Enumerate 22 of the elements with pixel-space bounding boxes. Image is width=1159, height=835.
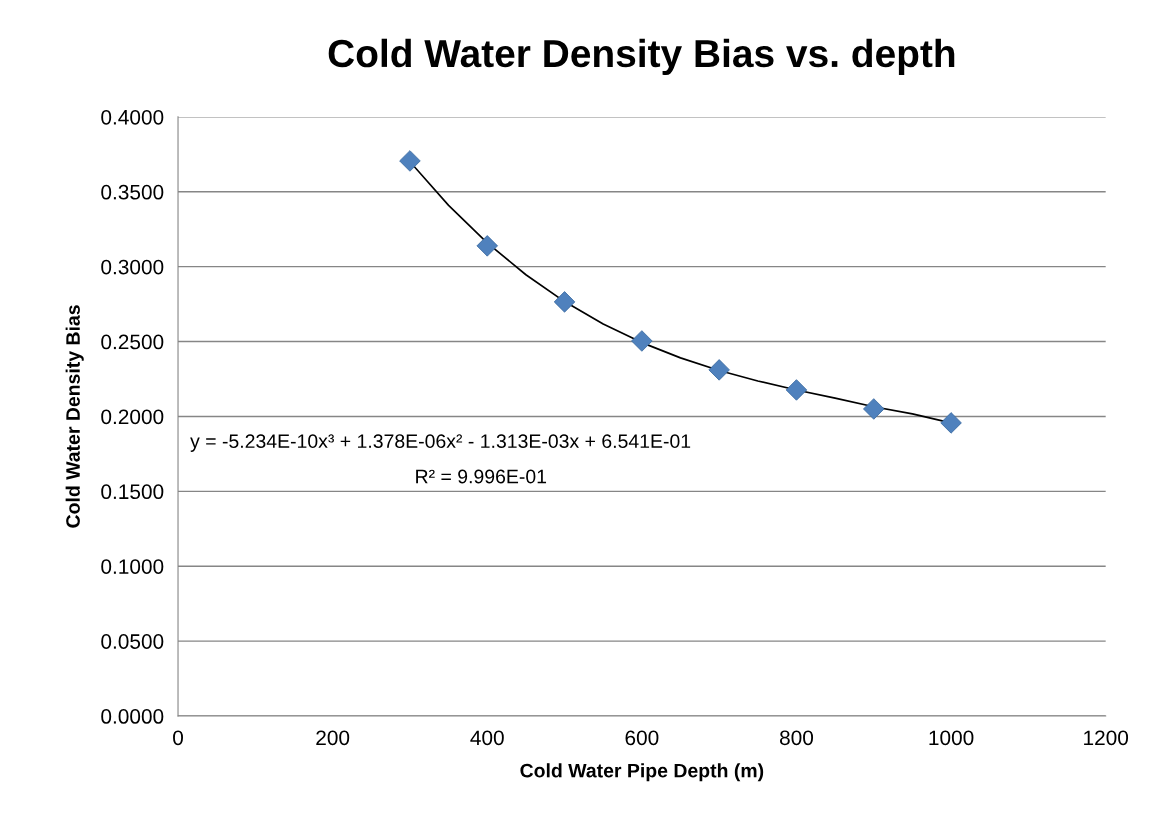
x-tick-label: 600 (625, 730, 659, 746)
x-tick-label: 400 (470, 730, 504, 746)
y-tick-label: 0.3500 (101, 184, 164, 200)
x-tick-label: 1200 (1084, 730, 1129, 746)
y-tick-label: 0.1500 (101, 484, 164, 500)
x-tick-label: 200 (316, 730, 350, 746)
y-tick-label: 0.4000 (101, 109, 164, 125)
annotation: y = -5.234E-10x³ + 1.378E-06x² - 1.313E-03x + 6.541E-01 (190, 434, 691, 452)
x-axis-title: Cold Water Pipe Depth (m) (520, 763, 764, 782)
y-tick-label: 0.0500 (101, 634, 164, 649)
x-tick-label: 0 (173, 730, 183, 746)
x-tick-label: 1000 (929, 730, 974, 746)
point (631, 330, 653, 352)
y-tick-label: 0.0000 (101, 709, 164, 724)
annotation: R² = 9.996E-01 (416, 469, 547, 484)
y-tick-label: 0.1000 (101, 559, 164, 574)
y-axis-title: Cold Water Density Bias (65, 305, 84, 528)
y-tick-label: 0.3000 (101, 259, 164, 275)
y-tick-label: 0.2000 (101, 409, 164, 425)
x-tick-label: 800 (779, 730, 814, 746)
y-tick-label: 0.2500 (101, 334, 164, 350)
chart-title: Cold Water Density Bias vs. depth (328, 38, 955, 75)
